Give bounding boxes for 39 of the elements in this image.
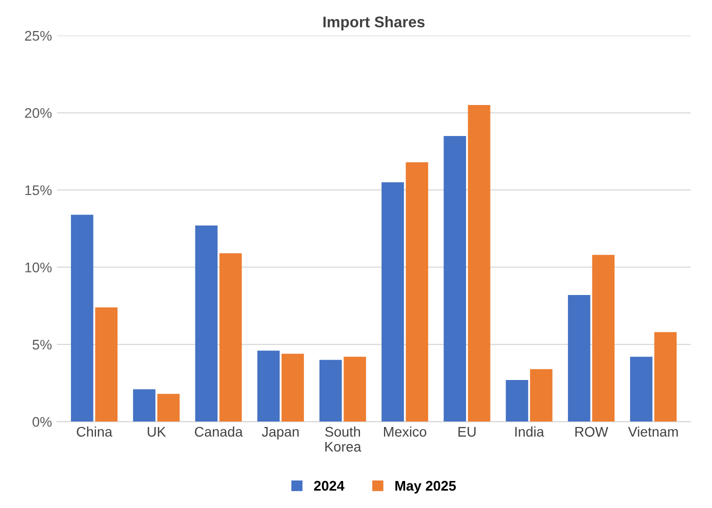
bar — [406, 162, 428, 422]
bar — [444, 136, 466, 422]
bar — [157, 394, 180, 422]
x-tick-label: Japan — [262, 427, 299, 440]
bar — [506, 380, 528, 422]
x-tick-label: UK — [148, 427, 166, 437]
x-tick-label: ROW — [575, 426, 608, 437]
bar — [219, 253, 242, 422]
bar — [95, 307, 118, 422]
bar — [133, 389, 156, 422]
bar — [382, 182, 404, 422]
y-tick-label: 15% — [25, 185, 52, 196]
y-tick-label: 20% — [25, 108, 52, 118]
bar — [195, 226, 218, 422]
x-tick-label: South Korea — [325, 426, 362, 452]
x-tick-label: Vietnam — [628, 426, 678, 437]
legend-label: May 2025 — [395, 480, 456, 494]
y-tick-label: 25% — [25, 30, 52, 41]
x-tick-label: India — [515, 426, 544, 437]
bar — [282, 354, 304, 422]
x-tick-label: Canada — [194, 426, 243, 437]
y-tick-label: 5% — [32, 340, 52, 350]
bar — [70, 214, 94, 422]
bar — [319, 360, 342, 422]
bar — [568, 295, 590, 422]
bar — [592, 254, 615, 422]
x-tick-label: China — [76, 426, 112, 437]
bar — [654, 332, 677, 422]
bar — [530, 369, 552, 422]
bar — [344, 356, 366, 422]
x-tick-label: EU — [458, 427, 476, 437]
bar — [630, 356, 652, 422]
legend-label: 2024 — [314, 480, 344, 491]
y-tick-label: 0% — [32, 416, 52, 427]
y-tick-label: 10% — [25, 262, 52, 272]
chart-title: Import Shares — [323, 16, 425, 30]
x-tick-label: Mexico — [384, 426, 426, 437]
bar — [468, 105, 490, 422]
bar — [257, 350, 280, 422]
